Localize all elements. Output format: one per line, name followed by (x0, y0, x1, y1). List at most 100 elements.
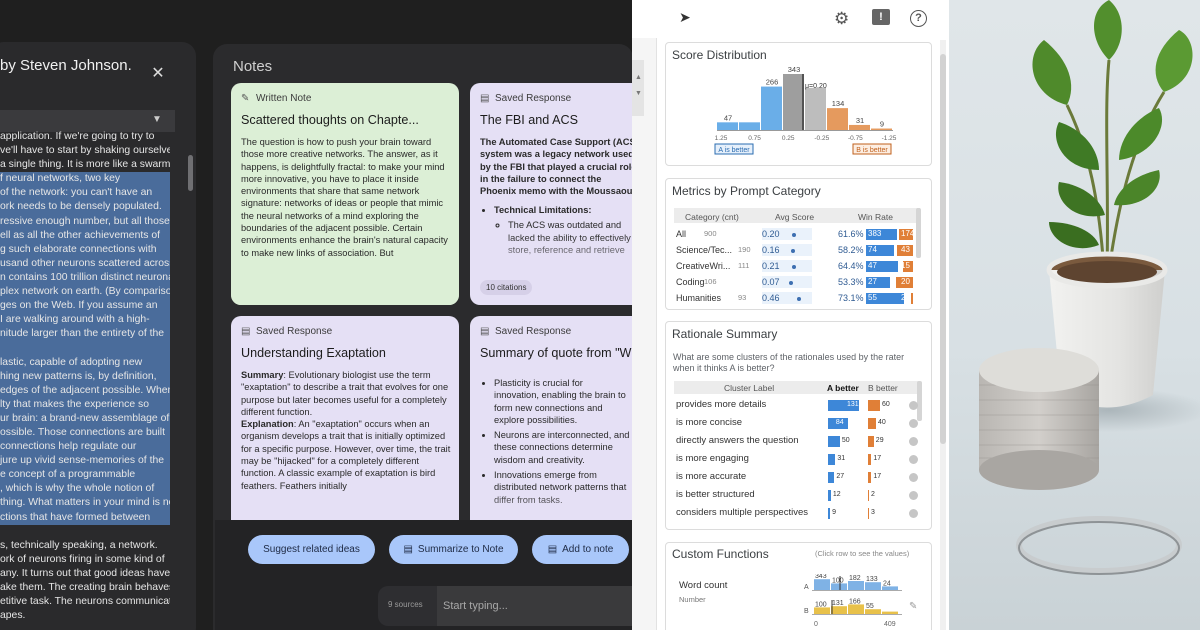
metrics-row[interactable]: Science/Tec... 190 0.16 58.2% 74 43 (676, 244, 920, 259)
edit-icon[interactable]: ✎ (909, 601, 918, 612)
cluster-label[interactable]: is more engaging (676, 453, 749, 464)
histogram-bar[interactable] (827, 108, 848, 130)
cluster-label[interactable]: considers multiple perspectives (676, 507, 809, 518)
reader-scrollbar[interactable] (188, 155, 193, 191)
win-rate-bar-a (866, 293, 904, 304)
feedback-icon[interactable]: ! (872, 9, 890, 25)
note-card-exaptation[interactable]: ▤ Saved Response Understanding Exaptation… (231, 316, 459, 536)
function-hist-bar[interactable] (814, 607, 830, 614)
b-better-bar (868, 508, 869, 519)
chevron-down-icon[interactable]: ▼ (152, 114, 162, 125)
source-text-line: jure up vivid sense-memories of the (0, 454, 170, 469)
row-toggle[interactable] (909, 437, 918, 446)
source-text-line: ve'll have to start by shaking ourselves (0, 145, 170, 157)
function-hist-bar[interactable] (831, 606, 847, 614)
add-to-note-button[interactable]: ▤ Add to note (532, 535, 629, 564)
histogram-bar[interactable] (761, 86, 782, 130)
cluster-label[interactable]: provides more details (676, 399, 767, 410)
metrics-row[interactable]: Coding 106 0.07 53.3% 27 20 (676, 276, 920, 291)
help-icon[interactable]: ? (910, 10, 927, 27)
source-text-line: ctions that have formed between (0, 510, 170, 525)
row-toggle[interactable] (909, 419, 918, 428)
win-rate-bar-b (896, 245, 913, 256)
metrics-row[interactable]: CreativeWri... 111 0.21 64.4% 47 15 (676, 260, 920, 275)
function-hist-label: 55 (866, 603, 874, 610)
sources-count[interactable]: 9 sources (388, 600, 423, 609)
summarize-to-note-button[interactable]: ▤ Summarize to Note (389, 535, 518, 564)
suggest-related-ideas-button[interactable]: Suggest related ideas (248, 535, 375, 564)
histogram-bar[interactable] (849, 124, 870, 130)
function-hist-bar[interactable] (848, 604, 864, 614)
metrics-row[interactable]: Humanities 93 0.46 73.1% 55 2 (676, 292, 920, 307)
cluster-label[interactable]: is more accurate (676, 471, 747, 482)
close-icon[interactable]: ✕ (151, 65, 165, 82)
citations-badge[interactable]: 10 citations (480, 280, 533, 295)
function-hist-bar[interactable] (831, 583, 847, 590)
histogram-bar[interactable] (805, 87, 826, 130)
histogram-bar[interactable] (783, 74, 804, 130)
a-wins: 27 (868, 277, 877, 286)
function-hist-bar[interactable] (848, 581, 864, 590)
avg-score: 0.07 (762, 277, 780, 287)
row-toggle[interactable] (909, 455, 918, 464)
note-card-fbi-acs[interactable]: ▤ Saved Response The FBI and ACS The Auto… (470, 83, 650, 305)
note-card-written[interactable]: ✎ Written Note Scattered thoughts on Chap… (231, 83, 459, 305)
rationale-header[interactable]: Cluster Label (724, 383, 775, 393)
note-title: The FBI and ACS (480, 113, 579, 127)
a-better-bar (828, 454, 836, 465)
source-guide-dropdown[interactable] (0, 110, 175, 132)
function-hist-bar[interactable] (882, 586, 898, 590)
function-hist-bar[interactable] (865, 609, 881, 614)
function-hist-bar[interactable] (882, 611, 898, 614)
dashboard-scrollbar-thumb[interactable] (940, 54, 946, 444)
series-a-label: A (804, 584, 809, 591)
source-text-line: ossible. Those connections are built (0, 425, 170, 441)
note-title: Scattered thoughts on Chapte... (241, 113, 419, 127)
metrics-scrollbar[interactable] (916, 208, 921, 258)
histogram-bar[interactable] (739, 122, 760, 130)
cluster-label[interactable]: is better structured (676, 489, 755, 500)
histogram-bar[interactable] (717, 122, 738, 130)
cluster-label[interactable]: directly answers the question (676, 435, 799, 446)
scroll-down-icon[interactable]: ▼ (635, 90, 642, 97)
source-text-line: lastic, capable of adopting new (0, 355, 170, 370)
note-icon: ▤ (547, 544, 558, 555)
rationale-scrollbar[interactable] (917, 381, 922, 421)
row-toggle[interactable] (909, 401, 918, 410)
x-tick-label: 0.75 (748, 135, 761, 142)
metrics-header-row (674, 208, 920, 223)
row-toggle[interactable] (909, 491, 918, 500)
rationale-header[interactable]: A better (827, 383, 859, 393)
b-better-count: 2 (871, 491, 875, 498)
metrics-header[interactable]: Category (cnt) (685, 212, 739, 222)
metrics-header[interactable]: Win Rate (858, 212, 893, 222)
side-strip (632, 38, 657, 630)
source-text-line: f neural networks, two key (0, 172, 170, 187)
function-hist-label: 100 (815, 601, 827, 608)
chat-input[interactable] (437, 586, 633, 626)
function-hist-label: 133 (866, 576, 878, 583)
row-toggle[interactable] (909, 473, 918, 482)
metrics-header[interactable]: Avg Score (775, 212, 815, 222)
scroll-up-icon[interactable]: ▲ (635, 74, 642, 81)
rationale-header[interactable]: B better (868, 383, 898, 393)
source-text-line: e concept of a programmable (0, 468, 170, 483)
histogram-bar[interactable] (871, 128, 892, 130)
function-hist-bar[interactable] (865, 582, 881, 590)
legend-tag (852, 143, 892, 155)
cluster-label[interactable]: is more concise (676, 417, 742, 428)
category-count: 900 (704, 229, 717, 238)
row-toggle[interactable] (909, 509, 918, 518)
function-name[interactable]: Word count (679, 580, 728, 591)
avg-score-dot (791, 249, 796, 253)
side-scrollbar[interactable] (632, 60, 644, 116)
metrics-row[interactable]: All 900 0.20 61.6% 383 174 (676, 228, 920, 243)
a-better-count: 9 (832, 509, 837, 516)
gear-icon[interactable]: ⚙ (834, 9, 850, 28)
avg-score: 0.46 (762, 293, 780, 303)
win-rate-bar-a (866, 245, 895, 256)
note-card-quote-summary[interactable]: ▤ Saved Response Summary of quote from "W… (470, 316, 650, 536)
fade-overlay (470, 235, 650, 281)
note-kind: ▤ Saved Response (480, 326, 572, 337)
function-hist-bar[interactable] (814, 579, 830, 590)
